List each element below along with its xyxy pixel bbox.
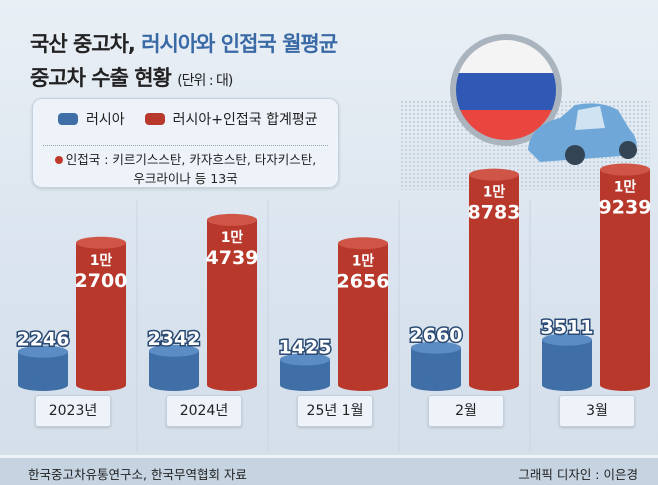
bar-russia-bottom — [18, 379, 68, 391]
credit-text: 그래픽 디자인 : 이은경 — [518, 467, 638, 482]
label-russia: 2342 — [148, 328, 201, 350]
legend-row: 러시아 러시아+인접국 합계평균 — [58, 109, 318, 129]
label-total-rest: 2656 — [337, 270, 390, 292]
label-total-man: 1만 — [90, 253, 113, 269]
bar-total-bottom — [600, 379, 650, 391]
legend-swatch-russia — [58, 113, 78, 125]
bar-total — [76, 242, 126, 385]
x-label: 2024년 — [166, 395, 242, 427]
legend-total: 러시아+인접국 합계평균 — [172, 112, 318, 128]
legend-note: 인접국 : 키르기스스탄, 카자흐스탄, 타자키스탄, 우크라이나 등 13국 — [43, 145, 328, 188]
bar-russia — [542, 339, 592, 385]
chart-title-line2: 중고차 수출 현황 (단위 : 대) — [30, 62, 233, 92]
label-total-man: 1만 — [352, 253, 375, 269]
note-line2: 우크라이나 등 13국 — [133, 171, 238, 186]
bar-total-top — [600, 163, 650, 176]
label-russia: 2246 — [17, 329, 70, 351]
note-line1: 인접국 : 키르기스스탄, 카자흐스탄, 타자키스탄, — [65, 152, 317, 167]
bar-total-top — [207, 213, 257, 226]
bar-russia-bottom — [280, 379, 330, 391]
x-label: 2월 — [428, 395, 504, 427]
bar-total-bottom — [76, 379, 126, 391]
bar-total-bottom — [207, 379, 257, 391]
bar-russia — [411, 347, 461, 385]
label-russia: 3511 — [541, 317, 594, 339]
label-total-man: 1만 — [221, 230, 244, 246]
label-total-man: 1만 — [483, 185, 506, 201]
bullet-icon — [54, 156, 63, 164]
bar-total — [469, 174, 519, 385]
chart-title-line1: 국산 중고차, 러시아와 인접국 월평균 — [30, 28, 338, 58]
bar-total-bottom — [469, 379, 519, 391]
legend-russia: 러시아 — [86, 112, 125, 128]
label-total-rest: 4739 — [206, 247, 259, 269]
bar-russia-top — [280, 353, 330, 366]
footer: 한국중고차유통연구소, 한국무역협회 자료 그래픽 디자인 : 이은경 — [0, 455, 658, 485]
bar-russia-bottom — [542, 379, 592, 391]
bar-total-bottom — [338, 379, 388, 391]
bar-total — [600, 169, 650, 385]
label-total-rest: 8783 — [468, 202, 521, 224]
bar-russia-top — [149, 344, 199, 357]
legend-swatch-total — [144, 113, 165, 125]
car-icon — [528, 103, 637, 165]
label-total-man: 1만 — [614, 180, 637, 196]
bar-russia-top — [542, 333, 592, 346]
title-part: 중고차 수출 현황 — [30, 66, 172, 90]
bar-total-top — [469, 168, 519, 181]
bar-russia-top — [18, 345, 68, 358]
bar-russia-top — [411, 341, 461, 354]
label-russia: 2660 — [410, 325, 463, 347]
x-label: 3월 — [559, 395, 635, 427]
unit-label: (단위 : 대) — [177, 73, 233, 89]
bar-total-top — [76, 236, 126, 249]
label-total-rest: 9239 — [599, 197, 652, 219]
russia-flag-car-decoration — [400, 34, 650, 190]
source-text: 한국중고차유통연구소, 한국무역협회 자료 — [28, 467, 247, 482]
bar-total — [338, 243, 388, 385]
bar-russia-bottom — [411, 379, 461, 391]
bar-total-top — [338, 237, 388, 250]
x-label: 2023년 — [35, 395, 111, 427]
title-highlight: 러시아와 인접국 월평균 — [141, 32, 338, 56]
label-russia: 1425 — [279, 336, 332, 358]
bar-total — [207, 219, 257, 385]
bar-russia-bottom — [149, 379, 199, 391]
label-total-rest: 2700 — [75, 270, 128, 292]
legend: 러시아 러시아+인접국 합계평균 인접국 : 키르기스스탄, 카자흐스탄, 타자… — [32, 98, 339, 188]
x-label: 25년 1월 — [297, 395, 373, 427]
bar-chart: 22461만270023421만473914251만265626601만8783… — [15, 163, 652, 452]
title-part: 국산 중고차, — [30, 32, 136, 56]
